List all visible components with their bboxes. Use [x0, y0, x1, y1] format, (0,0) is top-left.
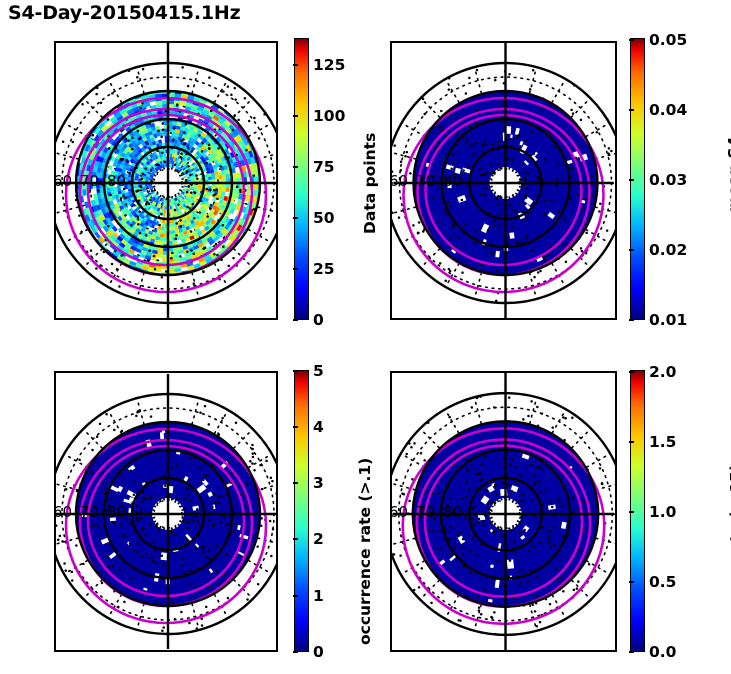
colorbar-tick-label-4-3: 1.5 — [649, 433, 677, 451]
colorbar-tick-label-1-5: 125 — [313, 56, 346, 74]
colorbar-tick-label-1-0: 0 — [313, 311, 324, 329]
colorbar-title-data-points: Data points — [361, 132, 379, 234]
lat-label-60-p3: 60 — [53, 503, 73, 521]
colorbar-tick-label-4-0: 0.0 — [649, 643, 677, 661]
colorbar-data-points[interactable] — [294, 38, 309, 320]
colorbar-tick-label-4-4: 2.0 — [649, 363, 677, 381]
colorbar-title-mean-s4: mean S4 — [725, 136, 731, 212]
polar-plot-data-points[interactable] — [54, 41, 278, 320]
polar-axes-3 — [56, 374, 276, 649]
polar-plot-mean-s4[interactable] — [390, 41, 617, 320]
colorbar-gradient-3 — [295, 371, 308, 651]
colorbar-tick-label-4-1: 0.5 — [649, 573, 677, 591]
colorbar-tick-label-3-0: 0 — [313, 643, 324, 661]
colorbar-tick-label-2-4: 0.05 — [649, 31, 688, 49]
lat-label-80-p3: 80 — [107, 503, 127, 521]
colorbar-tick-label-1-4: 100 — [313, 107, 346, 125]
colorbar-title-occurrence-rate-gt-15: occurrence rate (>.15) — [727, 463, 731, 662]
page-title: S4-Day-20150415.1Hz — [8, 2, 241, 24]
polar-axes-2 — [392, 43, 615, 318]
colorbar-tick-label-4-2: 1.0 — [649, 503, 677, 521]
lat-label-60-p2: 60 — [389, 172, 409, 190]
colorbar-title-occurrence-rate-gt-1: occurrence rate (>.1) — [356, 457, 374, 645]
colorbar-tick-label-2-1: 0.02 — [649, 241, 688, 259]
colorbar-gradient-4 — [631, 371, 644, 651]
polar-axes-1 — [56, 43, 276, 318]
lat-label-80-p4: 80 — [443, 503, 463, 521]
colorbar-tick-label-3-1: 1 — [313, 587, 324, 605]
lat-label-70-p1: 70 — [80, 172, 100, 190]
colorbar-tick-label-3-4: 4 — [313, 418, 324, 436]
polar-plot-occurrence-rate-gt-15[interactable] — [390, 371, 617, 652]
lat-label-80-p2: 80 — [443, 172, 463, 190]
colorbar-tick-label-1-2: 50 — [313, 209, 335, 227]
polar-plot-occurrence-rate-gt-1[interactable] — [54, 371, 278, 652]
colorbar-tick-label-1-3: 75 — [313, 158, 335, 176]
lat-label-70-p4: 70 — [416, 503, 436, 521]
colorbar-gradient-2 — [631, 39, 644, 319]
lat-label-80-p1: 80 — [107, 172, 127, 190]
colorbar-tick-label-1-1: 25 — [313, 260, 335, 278]
colorbar-tick-label-2-3: 0.04 — [649, 101, 688, 119]
polar-axes-4 — [392, 373, 615, 650]
colorbar-tick-label-3-5: 5 — [313, 362, 324, 380]
colorbar-tick-label-2-2: 0.03 — [649, 171, 688, 189]
lat-label-60-p1: 60 — [53, 172, 73, 190]
lat-label-70-p2: 70 — [416, 172, 436, 190]
colorbar-gradient-1 — [295, 39, 308, 319]
colorbar-tick-label-3-2: 2 — [313, 530, 324, 548]
colorbar-tick-label-3-3: 3 — [313, 474, 324, 492]
lat-label-60-p4: 60 — [389, 503, 409, 521]
colorbar-tick-label-2-0: 0.01 — [649, 311, 688, 329]
colorbar-occurrence-rate-gt-1[interactable] — [294, 370, 309, 652]
lat-label-70-p3: 70 — [80, 503, 100, 521]
